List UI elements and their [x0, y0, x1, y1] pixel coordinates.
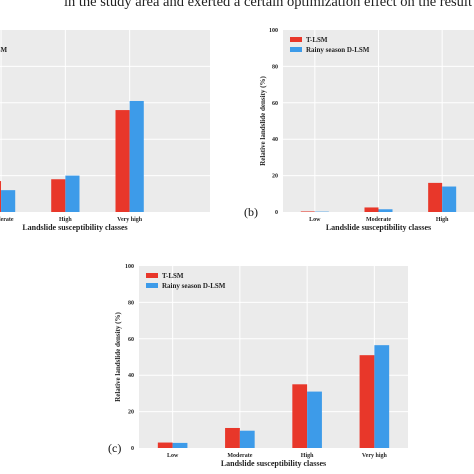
- bar-blue: [239, 430, 255, 448]
- x-tick-label: Moderate: [227, 453, 252, 459]
- y-tick-label: 40: [272, 137, 278, 143]
- bar-blue: [374, 345, 390, 448]
- bar-red: [0, 181, 2, 212]
- legend-label: Rainy season D-LSM: [162, 282, 226, 290]
- x-tick-label: Low: [167, 453, 179, 459]
- y-tick-label: 40: [128, 373, 134, 379]
- x-tick-label: High: [301, 453, 314, 459]
- chart-panel-b: Low Moderate High 0 20 40 60 80 100 Landslide sus…: [244, 28, 474, 232]
- x-tick-label: Moderate: [0, 217, 14, 223]
- legend-label: -season D-LSM: [0, 46, 7, 54]
- y-tick-label: 60: [128, 337, 134, 343]
- x-tick-label: High: [59, 217, 72, 223]
- bar-red: [359, 355, 375, 448]
- y-axis-label: Relative landslide density (%): [114, 312, 122, 402]
- legend-swatch: [290, 37, 302, 42]
- x-tick-label: High: [436, 217, 449, 223]
- bar-blue: [1, 190, 16, 212]
- y-tick-label: 80: [272, 64, 278, 70]
- bar-blue: [378, 209, 393, 212]
- bar-red: [364, 207, 379, 212]
- y-tick-label: 0: [131, 446, 134, 452]
- y-tick-label: 20: [272, 174, 278, 180]
- legend-swatch: [146, 283, 158, 288]
- bar-red: [428, 182, 443, 212]
- x-tick-label: Very high: [117, 217, 143, 223]
- y-tick-label: 80: [128, 300, 134, 306]
- bar-red: [51, 179, 66, 212]
- x-axis-label: Landslide susceptibility classes: [22, 223, 127, 232]
- bar-red: [225, 427, 240, 448]
- legend-swatch: [146, 273, 158, 278]
- chart-panel-c: Low Moderate High Very high 0 20 40 60 80 100 Land…: [108, 264, 408, 468]
- bar-blue: [129, 100, 144, 212]
- bar-red: [300, 211, 315, 212]
- bar-red: [292, 384, 308, 448]
- legend-label: T-LSM: [162, 272, 184, 280]
- x-tick-label: Moderate: [366, 217, 391, 223]
- x-axis-label: Landslide susceptibility classes: [221, 459, 326, 468]
- figure-caption-text: in the study area and exerted a certain …: [64, 0, 472, 10]
- x-tick-label: Very high: [362, 453, 388, 459]
- y-axis-label: Relative landslide density (%): [259, 76, 267, 166]
- x-axis-label: Landslide susceptibility classes: [326, 223, 431, 232]
- y-tick-label: 20: [128, 410, 134, 416]
- bar-blue: [442, 186, 457, 212]
- x-tick-label: Low: [309, 217, 321, 223]
- bar-red: [157, 442, 173, 448]
- y-tick-label: 0: [275, 210, 278, 216]
- legend-label: T-LSM: [306, 36, 328, 44]
- y-tick-label: 60: [272, 101, 278, 107]
- bar-blue: [307, 391, 322, 448]
- panel-label: (c): [108, 441, 121, 455]
- bar-red: [115, 110, 130, 212]
- y-tick-label: 100: [125, 264, 134, 270]
- y-tick-label: 100: [269, 28, 278, 34]
- legend-swatch: [290, 47, 302, 52]
- bar-blue: [172, 442, 188, 448]
- bar-blue: [65, 175, 80, 212]
- plot-background: [0, 30, 210, 212]
- panel-label: (b): [244, 205, 258, 219]
- legend-label: Rainy season D-LSM: [306, 46, 370, 54]
